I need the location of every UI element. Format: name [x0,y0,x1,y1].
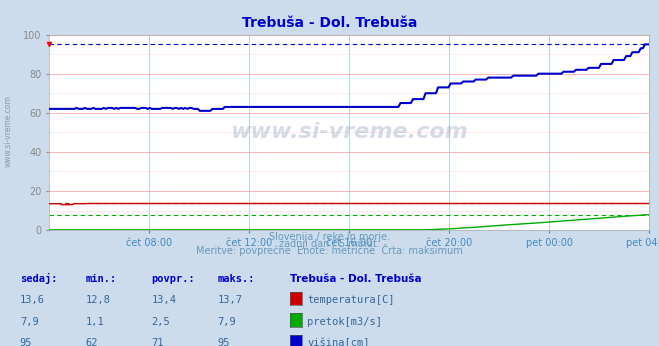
Text: 1,1: 1,1 [86,317,104,327]
Text: Trebuša - Dol. Trebuša: Trebuša - Dol. Trebuša [290,274,422,284]
Text: 13,7: 13,7 [217,295,243,306]
Text: povpr.:: povpr.: [152,274,195,284]
Text: www.si-vreme.com: www.si-vreme.com [3,95,13,167]
Text: 7,9: 7,9 [217,317,236,327]
Text: 95: 95 [20,338,32,346]
Text: 13,4: 13,4 [152,295,177,306]
Text: zadnji dan / 5 minut.: zadnji dan / 5 minut. [279,239,380,249]
Text: temperatura[C]: temperatura[C] [307,295,395,306]
Text: 2,5: 2,5 [152,317,170,327]
Text: www.si-vreme.com: www.si-vreme.com [231,122,468,142]
Text: 13,6: 13,6 [20,295,45,306]
Text: maks.:: maks.: [217,274,255,284]
Text: 95: 95 [217,338,230,346]
Text: pretok[m3/s]: pretok[m3/s] [307,317,382,327]
Text: Trebuša - Dol. Trebuša: Trebuša - Dol. Trebuša [242,16,417,29]
Text: Slovenija / reke in morje.: Slovenija / reke in morje. [269,233,390,243]
Text: 62: 62 [86,338,98,346]
Text: 71: 71 [152,338,164,346]
Text: sedaj:: sedaj: [20,273,57,284]
Text: Meritve: povprečne  Enote: metrične  Črta: maksimum: Meritve: povprečne Enote: metrične Črta:… [196,244,463,256]
Text: 7,9: 7,9 [20,317,38,327]
Text: min.:: min.: [86,274,117,284]
Text: 12,8: 12,8 [86,295,111,306]
Text: višina[cm]: višina[cm] [307,338,370,346]
